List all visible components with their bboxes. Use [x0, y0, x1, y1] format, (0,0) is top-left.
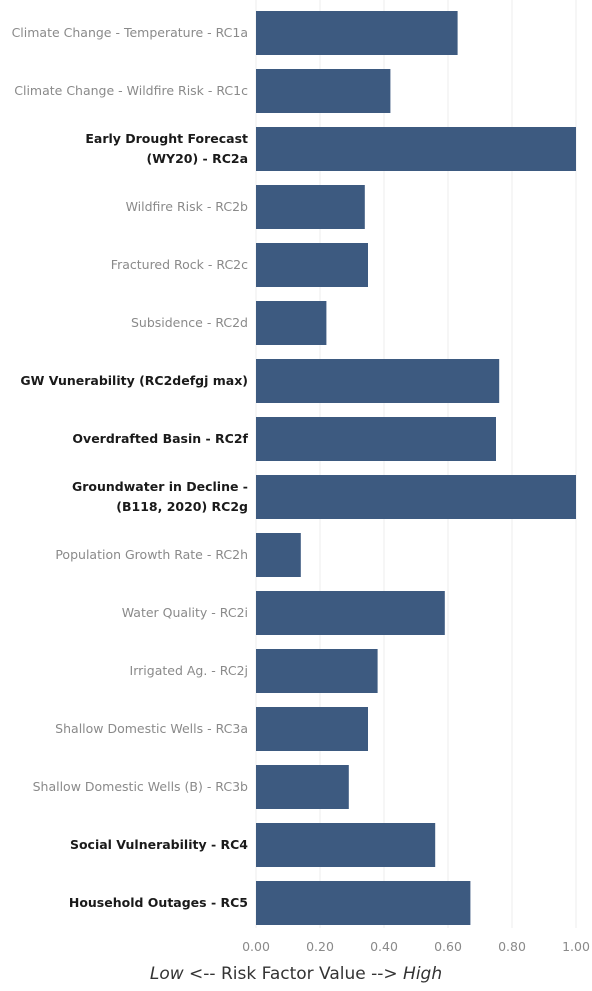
x-axis-middle-label: <-- Risk Factor Value --> — [183, 964, 404, 984]
x-tick-label: 0.00 — [242, 939, 270, 954]
category-label: Subsidence - RC2d — [131, 315, 248, 330]
category-label: Water Quality - RC2i — [122, 605, 248, 620]
category-label: Irrigated Ag. - RC2j — [130, 663, 248, 678]
chart-canvas: Climate Change - Temperature - RC1a Clima… — [12, 0, 590, 954]
x-tick-label: 1.00 — [562, 939, 590, 954]
category-label: GW Vunerability (RC2defgj max) — [20, 373, 248, 388]
category-label: Wildfire Risk - RC2b — [126, 199, 248, 214]
category-label: Population Growth Rate - RC2h — [55, 547, 248, 562]
bar — [256, 765, 349, 809]
bar — [256, 823, 436, 867]
x-axis-low-label: Low — [149, 964, 184, 984]
x-axis-title: Low <-- Risk Factor Value --> High — [0, 964, 592, 984]
category-label: Shallow Domestic Wells (B) - RC3b — [33, 779, 248, 794]
bar — [256, 591, 445, 635]
x-axis-high-label: High — [403, 964, 443, 984]
bar — [256, 301, 327, 345]
category-label: Fractured Rock - RC2c — [111, 257, 248, 272]
bar — [256, 185, 365, 229]
category-label: Climate Change - Wildfire Risk - RC1c — [14, 83, 248, 98]
category-label: Household Outages - RC5 — [69, 895, 248, 910]
category-label: Early Drought Forecast (WY20) - RC2a — [85, 131, 248, 166]
bar — [256, 707, 368, 751]
x-tick-label: 0.40 — [370, 939, 398, 954]
category-label: Overdrafted Basin - RC2f — [72, 431, 248, 446]
bar — [256, 417, 496, 461]
bar — [256, 127, 576, 171]
category-label: Groundwater in Decline -(B118, 2020) RC2… — [72, 479, 248, 514]
bar — [256, 881, 471, 925]
bar — [256, 11, 458, 55]
bar — [256, 533, 301, 577]
category-label: Climate Change - Temperature - RC1a — [12, 25, 248, 40]
x-tick-label: 0.20 — [306, 939, 334, 954]
bar — [256, 359, 500, 403]
category-label: Social Vulnerability - RC4 — [70, 837, 248, 852]
x-tick-label: 0.60 — [434, 939, 462, 954]
x-tick-label: 0.80 — [498, 939, 526, 954]
bar — [256, 475, 576, 519]
bar — [256, 69, 391, 113]
bar — [256, 649, 378, 693]
category-label: Shallow Domestic Wells - RC3a — [55, 721, 248, 736]
bar — [256, 243, 368, 287]
